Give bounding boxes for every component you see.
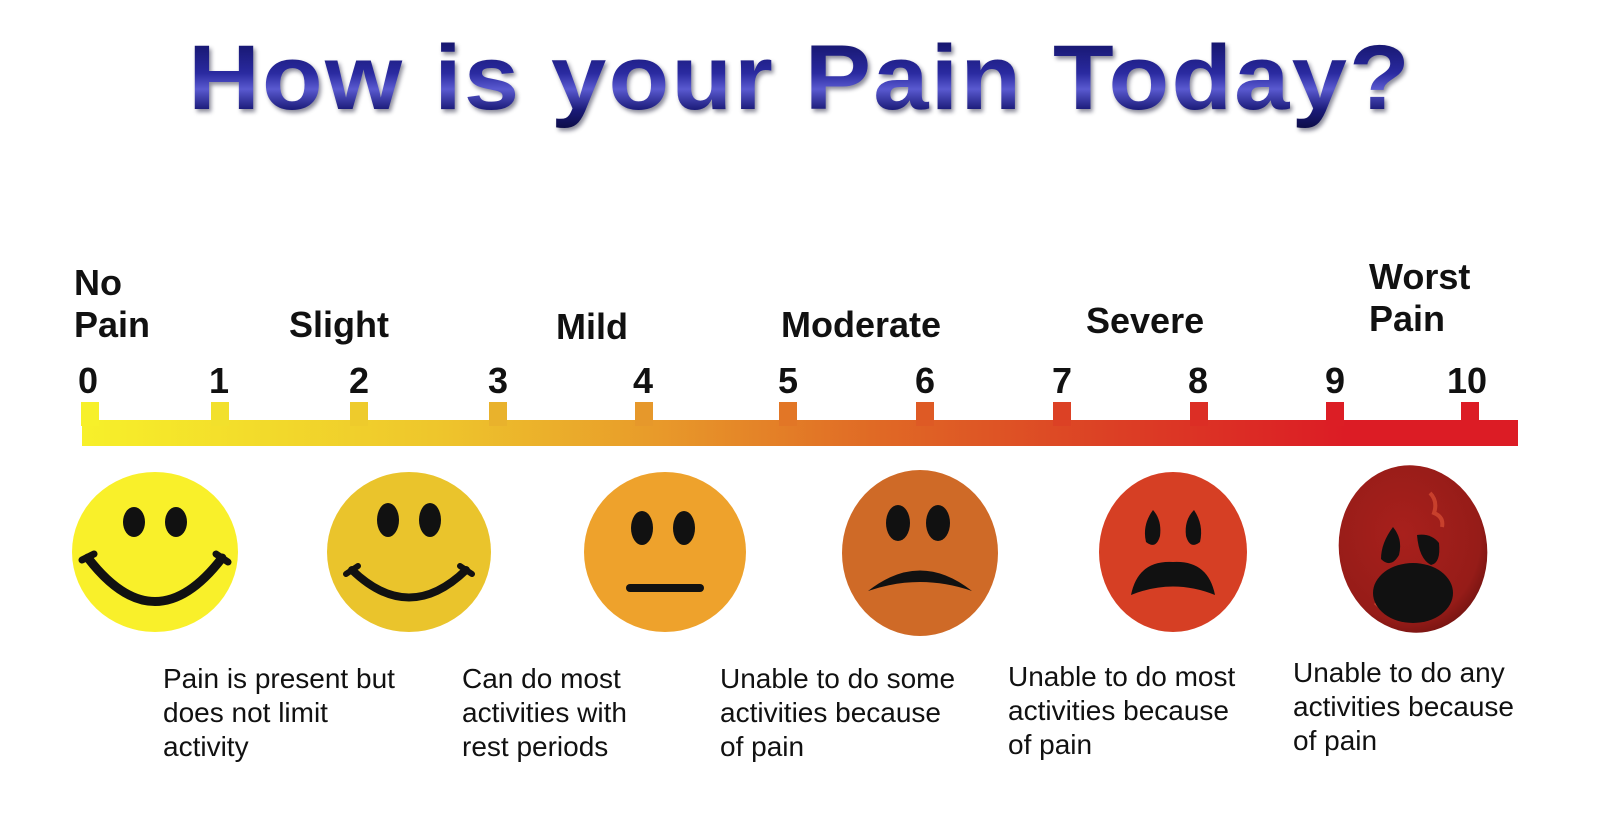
page-title: How is your Pain Today?	[0, 26, 1600, 131]
category-no-pain: No Pain	[74, 262, 150, 346]
category-severe: Severe	[1086, 300, 1205, 341]
scale-number-6: 6	[914, 360, 936, 401]
description-line: activity	[163, 731, 249, 762]
scale-tick-4	[635, 402, 653, 426]
scale-tick-0	[81, 402, 99, 426]
happy-face-icon	[327, 472, 491, 632]
crying-face-icon	[1338, 465, 1488, 633]
pain-scale-bar	[82, 420, 1518, 446]
description-line: activities because	[1293, 691, 1515, 722]
scale-tick-1	[211, 402, 229, 426]
category-label-line1: No	[74, 262, 122, 303]
scale-number-5: 5	[777, 360, 799, 401]
scale-tick-2	[350, 402, 368, 426]
description-line: Pain is present but	[163, 663, 395, 694]
description-line: Unable to do any	[1293, 657, 1505, 688]
description-line: activities because	[1008, 695, 1230, 726]
very-happy-face-icon	[72, 472, 238, 632]
description-line: of pain	[1008, 729, 1093, 760]
scale-number-3: 3	[487, 360, 509, 401]
description-slight: Pain is present but does not limit activ…	[163, 662, 395, 764]
description-line: Unable to do most	[1008, 661, 1236, 692]
scale-number-8: 8	[1187, 360, 1209, 401]
description-worst-pain: Unable to do any activities because of p…	[1293, 656, 1514, 758]
scale-number-1: 1	[208, 360, 230, 401]
description-line: of pain	[720, 731, 805, 762]
category-mild: Mild	[556, 306, 628, 347]
description-mild: Can do most activities with rest periods	[462, 662, 627, 764]
scale-tick-10	[1461, 402, 1479, 426]
scale-number-2: 2	[348, 360, 370, 401]
description-line: rest periods	[462, 731, 609, 762]
description-line: Unable to do some	[720, 663, 956, 694]
category-label-line2: Pain	[74, 304, 151, 345]
category-worst-pain: Worst Pain	[1369, 256, 1470, 340]
description-line: activities because	[720, 697, 942, 728]
very-sad-face-icon	[1099, 472, 1247, 632]
scale-number-7: 7	[1051, 360, 1073, 401]
neutral-face-icon	[584, 472, 746, 632]
scale-number-4: 4	[632, 360, 654, 401]
scale-number-10: 10	[1446, 360, 1488, 401]
scale-tick-9	[1326, 402, 1344, 426]
category-label-line1: Worst	[1369, 256, 1471, 297]
scale-tick-6	[916, 402, 934, 426]
description-line: does not limit	[163, 697, 328, 728]
description-line: activities with	[462, 697, 627, 728]
category-slight: Slight	[289, 304, 389, 345]
sad-face-icon	[842, 470, 998, 636]
description-severe: Unable to do most activities because of …	[1008, 660, 1235, 762]
category-moderate: Moderate	[781, 304, 942, 345]
scale-tick-7	[1053, 402, 1071, 426]
scale-number-9: 9	[1324, 360, 1346, 401]
category-label-line2: Pain	[1369, 298, 1446, 339]
description-line: of pain	[1293, 725, 1378, 756]
scale-tick-8	[1190, 402, 1208, 426]
description-moderate: Unable to do some activities because of …	[720, 662, 955, 764]
scale-tick-3	[489, 402, 507, 426]
description-line: Can do most	[462, 663, 621, 694]
scale-tick-5	[779, 402, 797, 426]
scale-number-0: 0	[77, 360, 99, 401]
